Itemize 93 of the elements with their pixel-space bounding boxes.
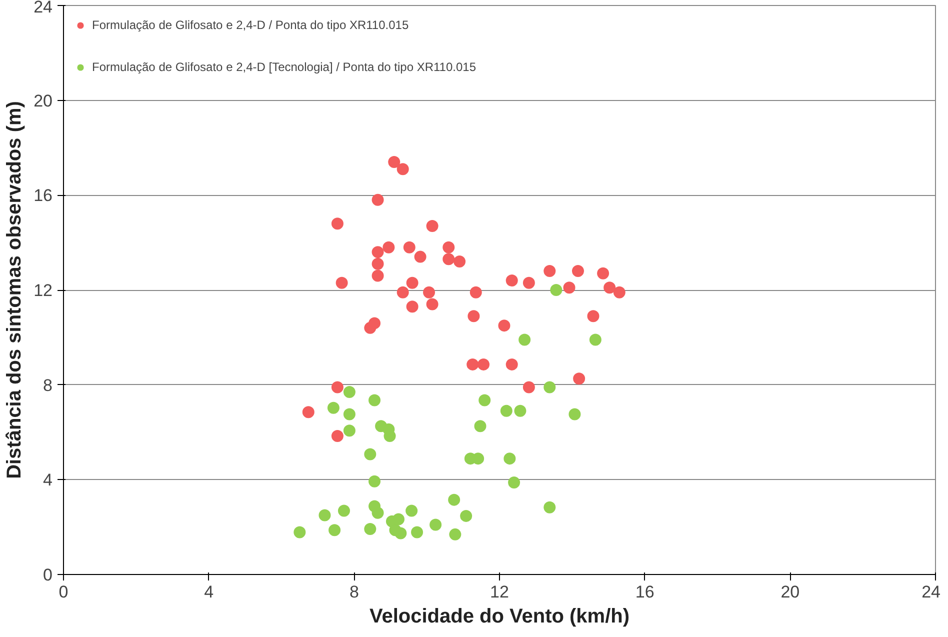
point [474, 420, 486, 432]
point [573, 372, 586, 385]
point [426, 298, 438, 310]
x-tick-label: 16 [635, 582, 654, 602]
point [508, 476, 520, 488]
legend-label: Formulação de Glifosato e 2,4-D / Ponta do tipo XR110.015 [92, 18, 409, 32]
point [396, 286, 409, 298]
point [343, 408, 356, 420]
point [423, 286, 436, 298]
point [368, 394, 381, 406]
point [343, 424, 356, 437]
point [466, 358, 479, 370]
point [470, 286, 482, 298]
point [442, 241, 455, 254]
point [522, 276, 535, 289]
point [294, 526, 306, 538]
y-tick-label: 8 [43, 376, 53, 395]
point [368, 475, 381, 488]
point [506, 274, 518, 287]
point [394, 527, 407, 540]
point [426, 220, 438, 232]
point [454, 256, 466, 268]
y-tick-label: 12 [34, 281, 53, 300]
point [589, 334, 602, 346]
point [544, 265, 556, 278]
x-tick-label: 0 [58, 582, 68, 602]
point [460, 510, 472, 522]
point [396, 163, 409, 176]
point [336, 276, 348, 289]
x-tick-label: 8 [349, 582, 359, 602]
point [392, 513, 404, 526]
y-tick-label: 0 [43, 566, 53, 584]
point [500, 404, 512, 417]
point [403, 241, 416, 254]
point [514, 404, 526, 417]
x-tick-label: 12 [490, 582, 509, 602]
point [414, 250, 426, 263]
point [327, 402, 340, 414]
point [318, 509, 331, 522]
x-tick-label: 20 [780, 582, 800, 602]
point [504, 452, 516, 465]
point [364, 522, 376, 535]
point [372, 270, 384, 282]
point [406, 504, 418, 517]
point [478, 358, 490, 370]
point [572, 265, 584, 278]
x-axis-title: Velocidade do Vento (km/h) [369, 606, 630, 628]
point [372, 194, 384, 206]
y-tick-label: 24 [34, 0, 53, 16]
y-tick-label: 20 [34, 91, 53, 110]
point [544, 381, 556, 394]
x-tick-label: 24 [922, 582, 941, 602]
point [338, 504, 350, 517]
y-axis-title: Distância dos sintomas observados (m) [4, 101, 26, 479]
point [522, 381, 535, 394]
point [368, 317, 381, 330]
point [563, 282, 576, 294]
point [331, 218, 344, 230]
y-tick-label: 4 [43, 470, 53, 490]
point [328, 524, 341, 536]
x-tick-label: 4 [204, 582, 214, 602]
point [518, 334, 531, 346]
point [442, 253, 455, 266]
point [331, 430, 344, 442]
point [388, 156, 400, 168]
point [331, 381, 344, 394]
point [568, 408, 581, 420]
point [372, 246, 384, 258]
point [372, 258, 384, 270]
point [448, 494, 460, 506]
point [587, 310, 600, 322]
point [406, 300, 418, 313]
point [372, 506, 384, 519]
point [604, 282, 616, 294]
point [478, 394, 491, 406]
point [449, 528, 462, 540]
point [406, 276, 418, 289]
point [550, 284, 562, 296]
legend-label: Formulação de Glifosato e 2,4-D [Tecnologia] / Ponta do tipo XR110.015 [92, 60, 476, 74]
point [498, 320, 510, 332]
point [343, 386, 356, 398]
y-tick-label: 16 [34, 186, 53, 206]
point [544, 501, 556, 514]
point [430, 518, 442, 531]
point [364, 448, 376, 460]
point [613, 286, 626, 298]
point [384, 430, 396, 442]
point [468, 310, 480, 322]
point [302, 406, 314, 418]
point [597, 267, 610, 280]
point [506, 358, 518, 370]
point [382, 241, 395, 254]
point [411, 526, 424, 538]
